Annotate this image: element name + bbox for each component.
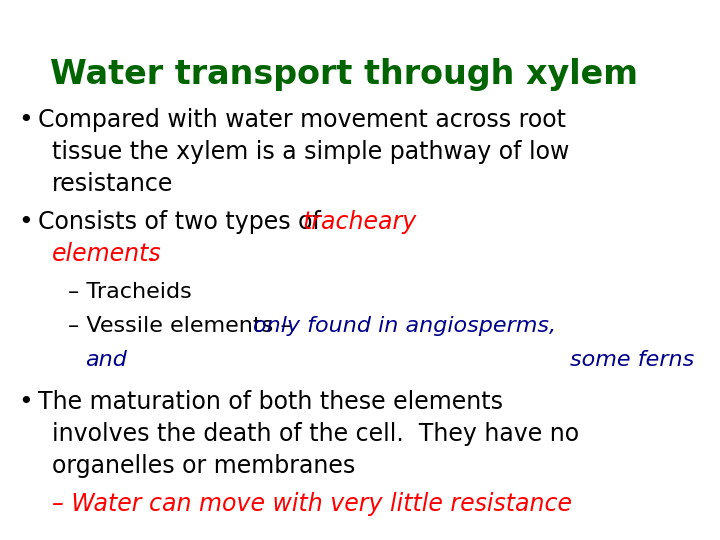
Text: – Vessile elements –: – Vessile elements – <box>68 316 299 336</box>
Text: involves the death of the cell.  They have no: involves the death of the cell. They hav… <box>52 422 579 446</box>
Text: •: • <box>18 108 32 132</box>
Text: only found in angiosperms,: only found in angiosperms, <box>253 316 556 336</box>
Text: tissue the xylem is a simple pathway of low: tissue the xylem is a simple pathway of … <box>52 140 570 164</box>
Text: elements: elements <box>52 242 161 266</box>
Text: resistance: resistance <box>52 172 174 196</box>
Text: Consists of two types of: Consists of two types of <box>38 210 328 234</box>
Text: – Water can move with very little resistance: – Water can move with very little resist… <box>52 492 572 516</box>
Text: •: • <box>18 210 32 234</box>
Text: – Tracheids: – Tracheids <box>68 282 192 302</box>
Text: tracheary: tracheary <box>302 210 416 234</box>
Text: The maturation of both these elements: The maturation of both these elements <box>38 390 503 414</box>
Text: organelles or membranes: organelles or membranes <box>52 454 355 478</box>
Text: and: and <box>85 350 127 370</box>
Text: Water transport through xylem: Water transport through xylem <box>50 58 638 91</box>
Text: •: • <box>18 390 32 414</box>
Text: Compared with water movement across root: Compared with water movement across root <box>38 108 566 132</box>
Text: some ferns: some ferns <box>570 350 694 370</box>
Text: .: . <box>148 242 156 266</box>
